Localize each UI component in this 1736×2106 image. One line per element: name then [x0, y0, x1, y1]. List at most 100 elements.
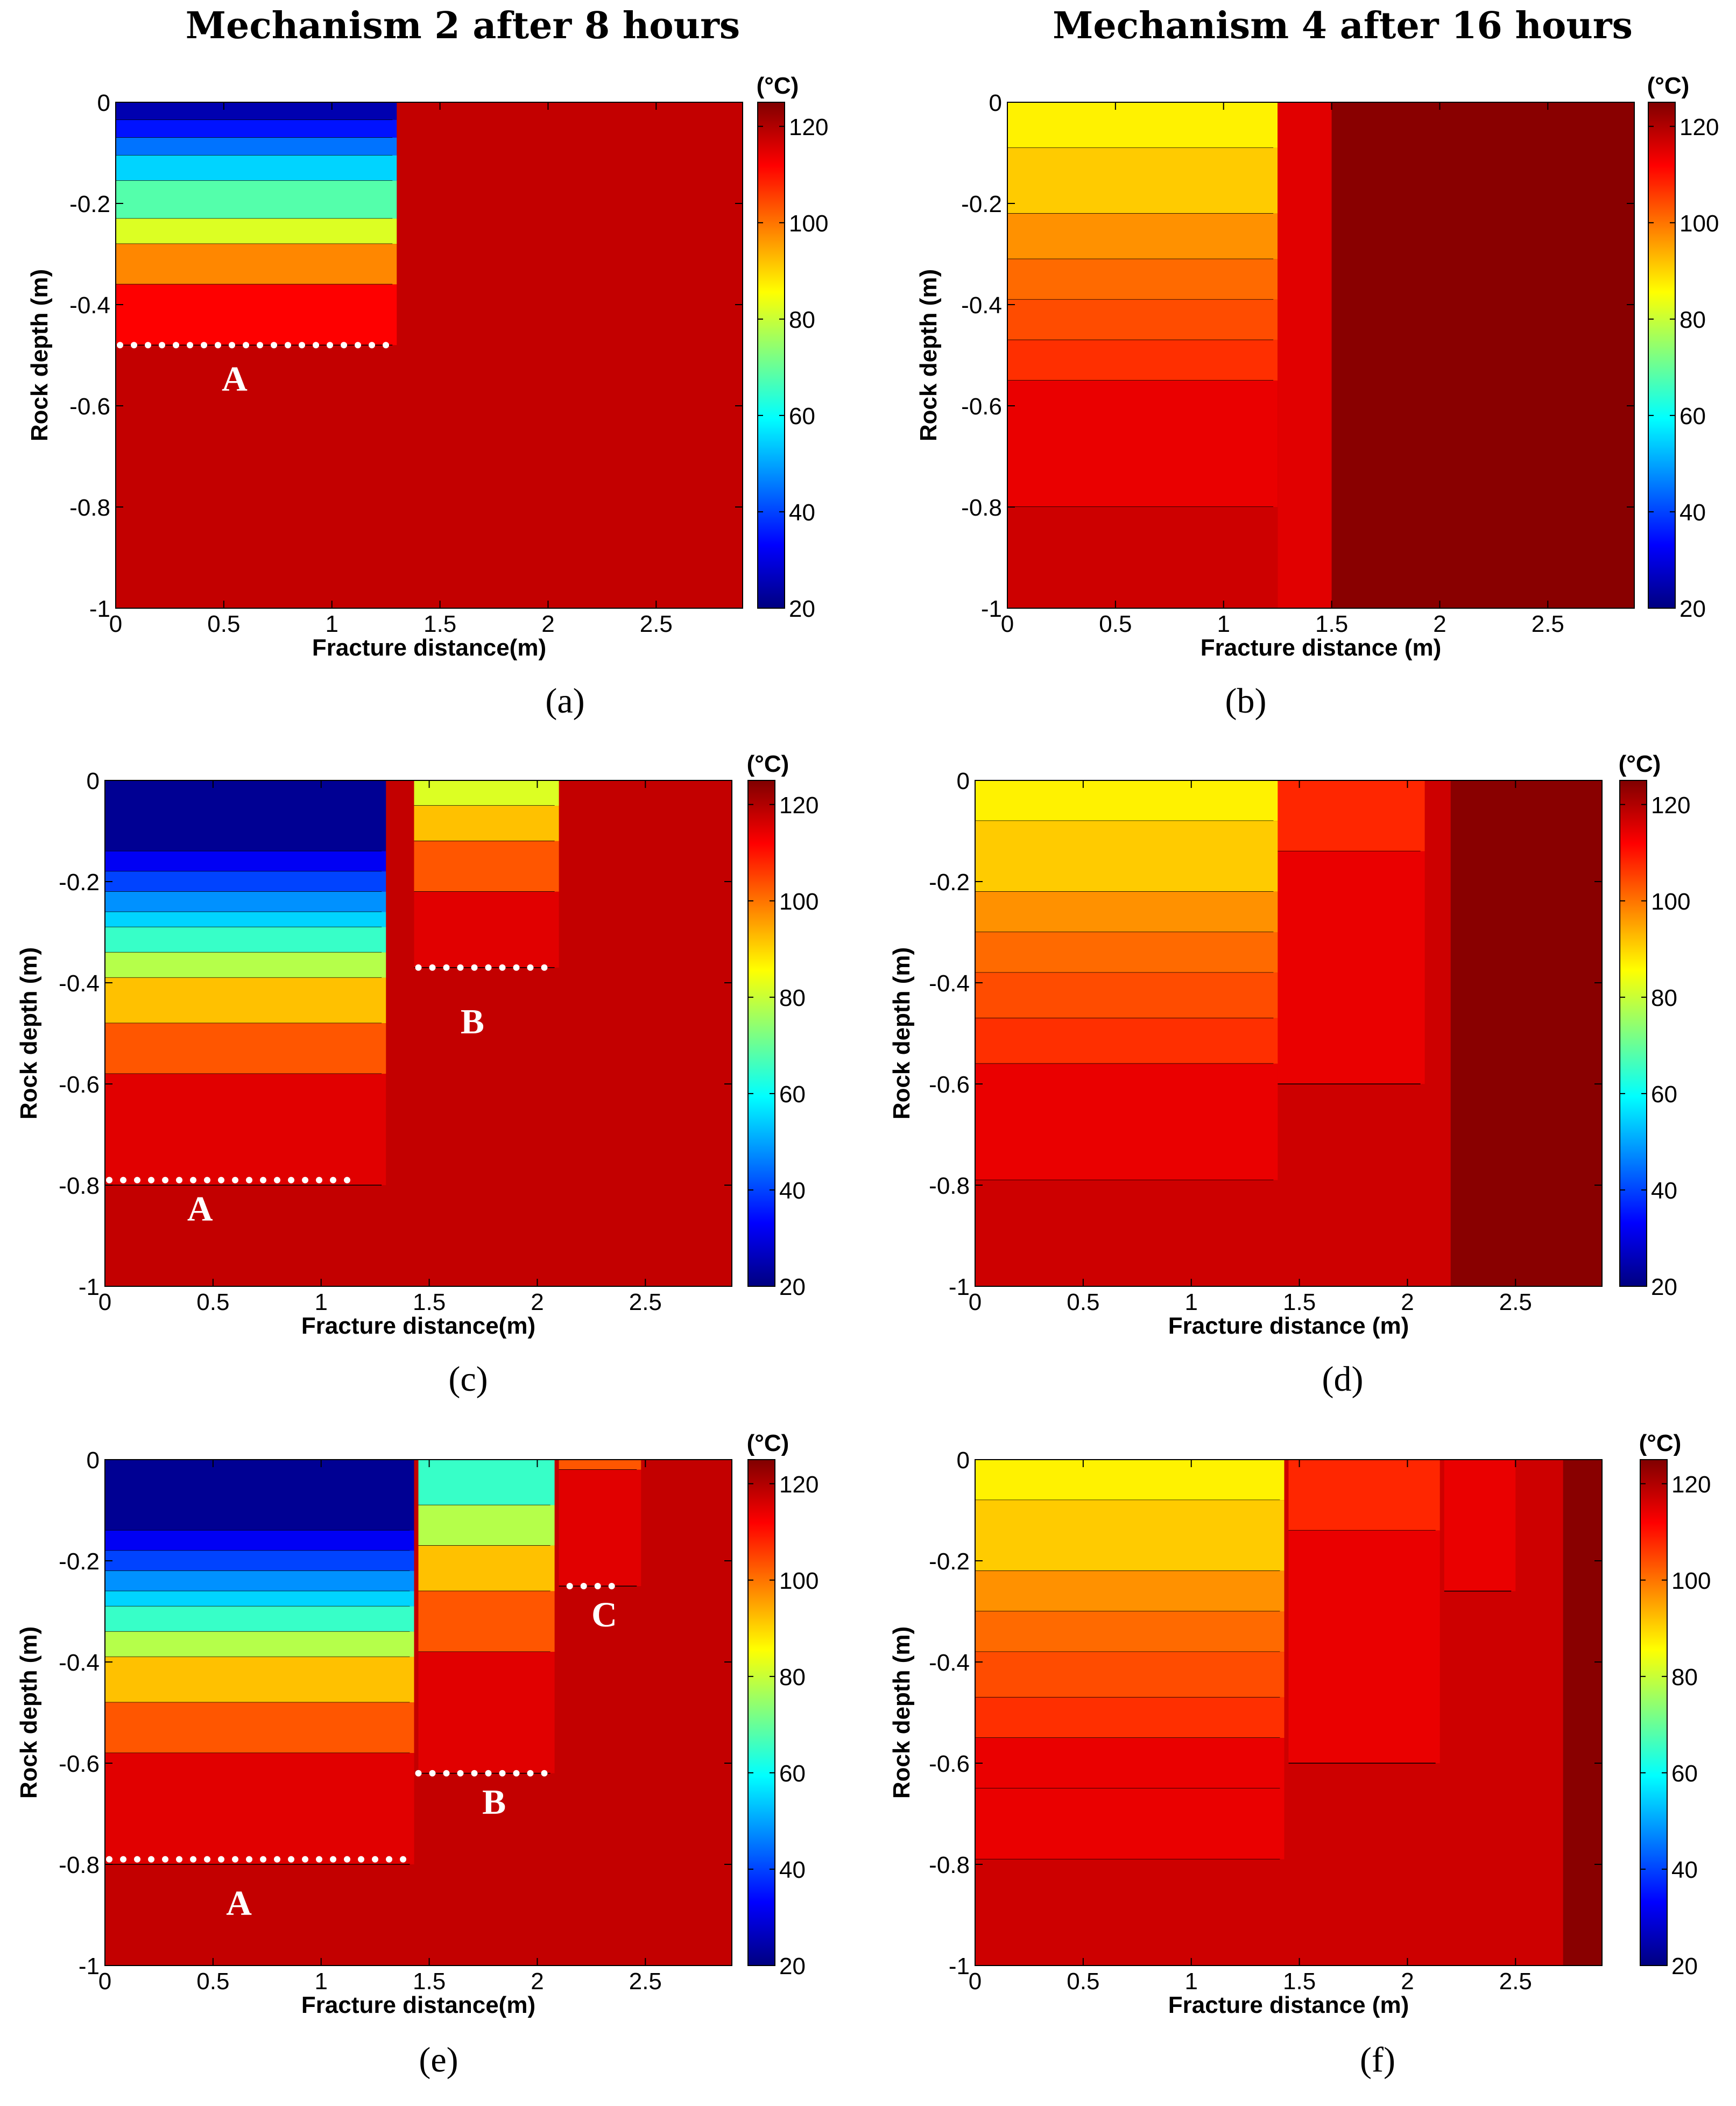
axes-frame	[104, 1459, 732, 1966]
x-tick-label: 0.5	[1099, 611, 1132, 637]
caption-a: (a)	[545, 681, 585, 721]
temperature-band	[1278, 102, 1332, 608]
colorbar-tick-label: 20	[1679, 596, 1706, 622]
colorbar-tick-label: 80	[1679, 307, 1706, 333]
temperature-band	[116, 284, 397, 346]
temperature-band	[1007, 507, 1278, 608]
temperature-band	[975, 1570, 1285, 1611]
colorbar-tick-label: 60	[779, 1081, 806, 1108]
y-tick-label: 0	[957, 1447, 970, 1474]
panel-b: 0 0.5 1 1.5 2 2.5 0 -0.2 -0.4 -0.6 -0.8 -1 Fracture …	[915, 73, 1719, 661]
colorbar-tick-label: 40	[779, 1857, 806, 1883]
colorbar	[747, 1459, 775, 1966]
temperature-band	[1288, 1460, 1440, 1531]
y-tick-label: -1	[79, 1953, 100, 1980]
y-tick-label: -0.2	[59, 869, 100, 896]
y-tick-label: 0	[87, 768, 100, 794]
y-tick-label: -0.8	[929, 1173, 970, 1199]
region-label-A: A	[226, 1884, 252, 1923]
temperature-band	[105, 977, 386, 1024]
temperature-band	[975, 1788, 1285, 1860]
colorbar-unit: (°C)	[1639, 1430, 1682, 1456]
region-label-B: B	[461, 1002, 484, 1041]
colorbar-tick-label: 40	[1671, 1857, 1698, 1883]
colorbar-tick-label: 120	[1671, 1471, 1711, 1498]
temperature-band	[1007, 147, 1278, 214]
temperature-band	[105, 1023, 386, 1074]
region-label-B: B	[482, 1783, 506, 1822]
temperature-band	[1278, 851, 1425, 1084]
x-axis-label: Fracture distance(m)	[312, 635, 546, 661]
temperature-band	[975, 891, 1278, 932]
colorbar-tick-label: 100	[789, 210, 828, 237]
axes-frame	[104, 780, 732, 1287]
y-axis-label: Rock depth (m)	[915, 269, 942, 441]
y-tick-label: -0.6	[69, 393, 110, 420]
column-title-left: Mechanism 2 after 8 hours	[185, 4, 740, 47]
x-axis-label: Fracture distance (m)	[1168, 1313, 1409, 1339]
x-tick-label: 2.5	[1499, 1968, 1532, 1995]
y-tick-label: -1	[981, 596, 1002, 622]
temperature-band	[116, 180, 397, 219]
y-axis-label: Rock depth (m)	[16, 1626, 42, 1799]
temperature-band	[975, 821, 1278, 892]
colorbar-tick-label: 40	[1679, 499, 1706, 526]
y-tick-label: -0.8	[59, 1852, 100, 1878]
panel-c: A B 0 0.5 1 1.5 2 2.5 0 -0.2 -0.4 -0.6 -0.8 -1 Fractur…	[16, 751, 818, 1339]
axes-frame	[975, 780, 1603, 1287]
colorbar-unit: (°C)	[747, 751, 789, 777]
caption-e: (e)	[419, 2040, 458, 2080]
y-tick-label: -0.4	[961, 292, 1002, 319]
x-tick-label: 1.5	[413, 1289, 446, 1315]
temperature-band	[414, 891, 559, 968]
temperature-band	[975, 1460, 1285, 1501]
x-tick-label: 2	[1401, 1968, 1414, 1995]
x-tick-label: 0	[969, 1289, 982, 1315]
temperature-band	[975, 780, 1278, 821]
y-tick-label: -1	[949, 1274, 970, 1300]
temperature-band	[105, 1606, 414, 1632]
temperature-band	[1288, 1530, 1440, 1763]
y-tick-label: 0	[87, 1447, 100, 1474]
region-label-C: C	[591, 1595, 617, 1635]
temperature-band	[975, 1500, 1285, 1571]
temperature-band	[105, 912, 386, 927]
temperature-band	[116, 155, 397, 181]
x-tick-label: 1.5	[1283, 1968, 1316, 1995]
temperature-band	[105, 1460, 414, 1531]
axes-frame	[975, 1459, 1603, 1966]
x-axis-label: Fracture distance(m)	[301, 1313, 535, 1339]
y-tick-label: 0	[989, 90, 1002, 116]
panel-d: 0 0.5 1 1.5 2 2.5 0 -0.2 -0.4 -0.6 -0.8 -1 Fracture …	[888, 751, 1690, 1339]
colorbar	[757, 102, 785, 609]
y-tick-label: -0.6	[929, 1072, 970, 1098]
colorbar-tick-label: 40	[779, 1178, 806, 1204]
temperature-band	[1007, 381, 1278, 507]
y-tick-label: -1	[79, 1274, 100, 1300]
x-tick-label: 2.5	[629, 1289, 662, 1315]
temperature-band	[105, 871, 386, 892]
temperature-band	[1278, 780, 1425, 851]
axes-frame	[1007, 102, 1635, 609]
colorbar-tick-label: 60	[779, 1760, 806, 1787]
x-tick-label: 1	[314, 1968, 327, 1995]
temperature-band	[1007, 299, 1278, 340]
caption-f: (f)	[1360, 2040, 1395, 2080]
temperature-band	[418, 1545, 555, 1591]
temperature-band	[1444, 1460, 1516, 1591]
x-axis-label: Fracture distance (m)	[1201, 635, 1441, 661]
temperature-band	[975, 973, 1278, 1018]
colorbar-tick-label: 100	[1679, 210, 1719, 237]
temperature-band	[1007, 213, 1278, 259]
temperature-band	[975, 932, 1278, 973]
temperature-band	[1007, 340, 1278, 381]
y-tick-label: -0.4	[929, 970, 970, 997]
temperature-band	[975, 1018, 1278, 1064]
region-label-A: A	[222, 360, 248, 399]
temperature-band	[105, 1570, 414, 1591]
x-tick-label: 2	[531, 1968, 544, 1995]
x-tick-label: 2	[1401, 1289, 1414, 1315]
y-tick-label: -0.2	[961, 191, 1002, 217]
y-tick-label: -0.4	[69, 292, 110, 319]
colorbar-tick-label: 120	[1651, 792, 1690, 819]
